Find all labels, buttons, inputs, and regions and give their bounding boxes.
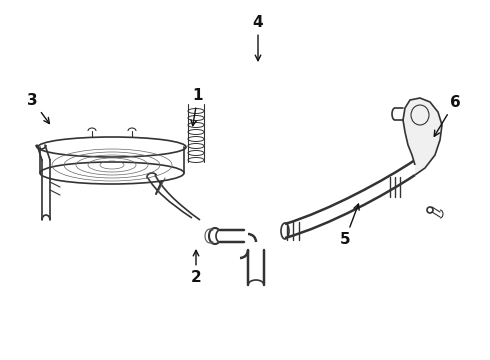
Text: 4: 4 bbox=[253, 14, 263, 61]
Text: 1: 1 bbox=[191, 87, 203, 126]
Text: 2: 2 bbox=[191, 250, 201, 285]
Text: 6: 6 bbox=[434, 95, 461, 136]
Text: 5: 5 bbox=[340, 204, 359, 248]
Text: 3: 3 bbox=[26, 93, 49, 123]
PathPatch shape bbox=[403, 98, 442, 175]
